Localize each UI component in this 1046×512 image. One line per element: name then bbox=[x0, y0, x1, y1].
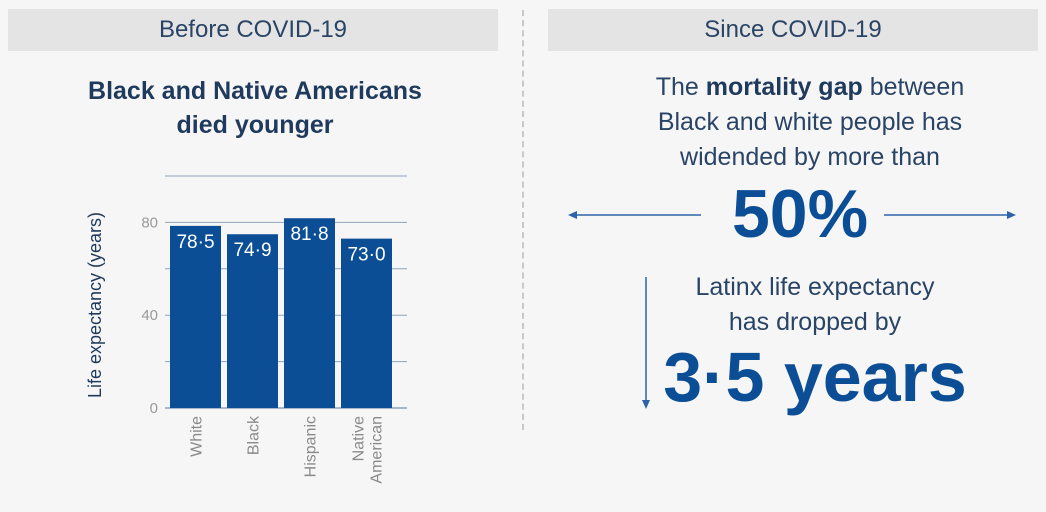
x-category-label: White bbox=[189, 416, 206, 457]
y-tick-label: 80 bbox=[141, 214, 158, 231]
mortality-gap-value: 50% bbox=[731, 176, 869, 252]
chart-title-line1: Black and Native Americans bbox=[88, 77, 422, 105]
bar-native-american bbox=[341, 238, 392, 408]
since-covid-header: Since COVID-19 bbox=[548, 9, 1038, 51]
x-category-label: Black bbox=[246, 415, 263, 455]
y-axis-title: Life expectancy (years) bbox=[85, 212, 105, 398]
chart-title-line2: died younger bbox=[176, 111, 334, 139]
x-category-label-line: Native bbox=[351, 416, 368, 461]
right-arrow-icon bbox=[884, 211, 1016, 219]
x-category-label-line: Black bbox=[246, 415, 263, 455]
before-covid-header: Before COVID-19 bbox=[8, 9, 498, 51]
bar-value-label: 74·9 bbox=[233, 240, 271, 261]
mortality-gap-pre: The bbox=[655, 73, 706, 101]
before-covid-header-label: Before COVID-19 bbox=[158, 16, 348, 43]
mortality-gap-line3: widended by more than bbox=[680, 143, 940, 171]
latinx-text: Latinx life expectancy has dropped by bbox=[555, 270, 1046, 340]
y-tick-label: 0 bbox=[150, 400, 158, 417]
since-covid-header-label: Since COVID-19 bbox=[704, 16, 882, 43]
mortality-gap-line1: The mortality gap between bbox=[560, 70, 1046, 105]
mortality-gap-text: The mortality gap between Black and whit… bbox=[560, 70, 1046, 175]
bar-hispanic bbox=[284, 218, 335, 408]
x-category-label: Native American bbox=[351, 416, 386, 484]
x-category-label-line: White bbox=[189, 416, 206, 457]
x-category-label-line: American bbox=[369, 416, 386, 484]
life-expectancy-bar-chart: 78·5 74·9 81·8 73·0 0 40 80 White Black Hispani… bbox=[85, 175, 407, 484]
chart-title: Black and Native Americans died younger bbox=[30, 74, 480, 142]
latinx-drop-value: 3·5 years bbox=[663, 338, 967, 416]
bar-value-label: 73·0 bbox=[347, 245, 385, 266]
mortality-gap-post: between bbox=[862, 73, 965, 101]
x-category-label-line: Hispanic bbox=[303, 416, 320, 477]
panel-divider bbox=[522, 10, 524, 430]
mortality-gap-line2: Black and white people has bbox=[657, 108, 963, 136]
mortality-gap-bold: mortality gap bbox=[705, 73, 863, 101]
bar-value-label: 78·5 bbox=[176, 232, 214, 253]
bar-value-label: 81·8 bbox=[290, 224, 328, 245]
x-category-label: Hispanic bbox=[303, 416, 320, 477]
left-arrow-icon bbox=[568, 211, 701, 219]
bar-white bbox=[170, 225, 221, 408]
y-tick-label: 40 bbox=[141, 307, 158, 324]
latinx-line1: Latinx life expectancy bbox=[695, 273, 935, 301]
latinx-line2: has dropped by bbox=[728, 308, 902, 336]
bar-black bbox=[227, 234, 278, 408]
